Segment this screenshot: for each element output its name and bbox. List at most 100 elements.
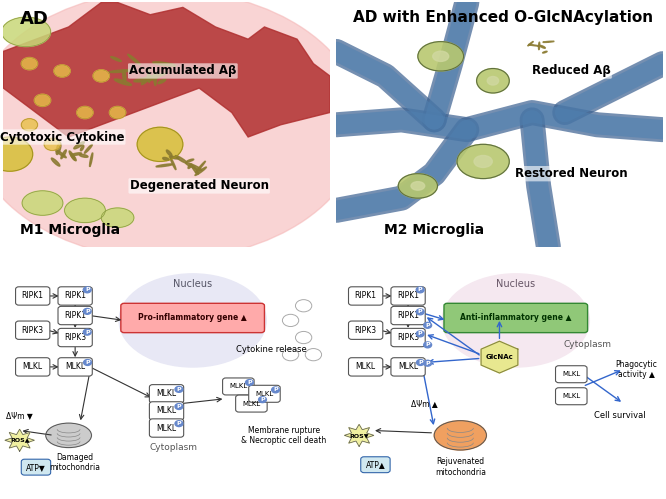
Ellipse shape	[195, 167, 206, 176]
Ellipse shape	[153, 62, 176, 66]
FancyBboxPatch shape	[149, 402, 184, 420]
Ellipse shape	[434, 421, 486, 450]
Ellipse shape	[418, 41, 464, 71]
FancyBboxPatch shape	[15, 358, 50, 376]
Text: Restored Neuron: Restored Neuron	[515, 167, 627, 180]
Text: Cytotoxic Cytokine: Cytotoxic Cytokine	[0, 131, 125, 144]
FancyBboxPatch shape	[391, 306, 425, 325]
Text: Cytokine release: Cytokine release	[236, 345, 306, 354]
Ellipse shape	[154, 72, 156, 85]
Polygon shape	[481, 341, 518, 373]
Ellipse shape	[433, 51, 449, 61]
Text: Rejuvenated
mitochondria: Rejuvenated mitochondria	[435, 458, 486, 477]
Text: P: P	[176, 421, 181, 426]
Polygon shape	[5, 429, 35, 451]
Ellipse shape	[158, 79, 166, 84]
Circle shape	[35, 94, 51, 106]
Text: Phagocytic
activity ▲: Phagocytic activity ▲	[615, 360, 657, 379]
Text: ATP▲: ATP▲	[366, 460, 386, 469]
Ellipse shape	[134, 77, 158, 82]
Text: M2 Microglia: M2 Microglia	[384, 223, 484, 237]
Circle shape	[258, 397, 266, 403]
Ellipse shape	[56, 143, 61, 155]
Circle shape	[84, 360, 91, 365]
FancyBboxPatch shape	[348, 321, 383, 339]
Text: P: P	[418, 309, 422, 314]
Ellipse shape	[488, 76, 499, 85]
Text: RIPK1: RIPK1	[397, 311, 419, 320]
Circle shape	[83, 287, 91, 293]
Text: Pro-inflammatory gene ▲: Pro-inflammatory gene ▲	[139, 313, 247, 322]
Text: MLKL: MLKL	[562, 393, 580, 399]
Ellipse shape	[543, 51, 547, 53]
Ellipse shape	[147, 73, 166, 78]
Ellipse shape	[2, 17, 51, 46]
Circle shape	[21, 119, 37, 131]
Ellipse shape	[186, 163, 202, 171]
Text: P: P	[426, 342, 430, 347]
Ellipse shape	[188, 164, 192, 169]
FancyBboxPatch shape	[149, 385, 184, 403]
Ellipse shape	[192, 165, 198, 174]
Circle shape	[93, 70, 109, 82]
Ellipse shape	[71, 153, 76, 161]
Text: P: P	[418, 331, 422, 336]
Circle shape	[424, 322, 432, 328]
Ellipse shape	[457, 144, 509, 179]
Ellipse shape	[170, 158, 176, 170]
Text: P: P	[260, 397, 265, 402]
FancyBboxPatch shape	[58, 287, 93, 305]
Ellipse shape	[398, 174, 438, 198]
Circle shape	[0, 137, 33, 171]
Text: P: P	[418, 360, 423, 365]
Text: ROS▼: ROS▼	[350, 433, 369, 438]
Text: P: P	[176, 387, 181, 392]
Ellipse shape	[527, 41, 533, 46]
FancyBboxPatch shape	[222, 378, 254, 395]
Circle shape	[137, 127, 183, 162]
Circle shape	[109, 106, 126, 119]
FancyBboxPatch shape	[236, 395, 267, 412]
Text: RIPK3: RIPK3	[397, 333, 419, 342]
FancyBboxPatch shape	[58, 358, 93, 376]
Text: MLKL: MLKL	[23, 362, 43, 371]
FancyBboxPatch shape	[15, 287, 50, 305]
Circle shape	[424, 342, 432, 348]
FancyBboxPatch shape	[15, 321, 50, 339]
Circle shape	[83, 329, 91, 335]
Circle shape	[416, 309, 424, 315]
Ellipse shape	[411, 182, 425, 190]
Text: ΔΨm ▲: ΔΨm ▲	[411, 399, 438, 408]
Ellipse shape	[195, 161, 206, 173]
Text: RIPK3: RIPK3	[354, 326, 377, 335]
Ellipse shape	[528, 44, 539, 46]
Text: Damaged
mitochondria: Damaged mitochondria	[50, 453, 101, 472]
FancyBboxPatch shape	[21, 459, 51, 475]
FancyBboxPatch shape	[58, 306, 93, 325]
Text: RIPK1: RIPK1	[22, 291, 44, 300]
Ellipse shape	[169, 156, 179, 159]
Circle shape	[21, 57, 37, 70]
Ellipse shape	[51, 158, 60, 166]
Ellipse shape	[141, 76, 151, 85]
Text: P: P	[273, 387, 278, 392]
Text: P: P	[85, 360, 90, 365]
Circle shape	[416, 331, 424, 337]
Text: Anti-inflammatory gene ▲: Anti-inflammatory gene ▲	[460, 313, 571, 322]
Ellipse shape	[61, 150, 67, 159]
Ellipse shape	[101, 208, 134, 228]
Text: AD: AD	[20, 10, 49, 28]
Text: P: P	[85, 330, 89, 335]
Text: P: P	[426, 361, 430, 366]
Text: P: P	[85, 309, 89, 314]
Text: MLKL: MLKL	[356, 362, 376, 371]
Circle shape	[416, 360, 424, 365]
Ellipse shape	[442, 274, 589, 367]
Text: RIPK3: RIPK3	[64, 333, 86, 342]
FancyBboxPatch shape	[149, 419, 184, 437]
FancyBboxPatch shape	[361, 457, 390, 473]
Text: P: P	[247, 380, 252, 385]
Text: MLKL: MLKL	[255, 391, 274, 397]
FancyBboxPatch shape	[248, 385, 280, 402]
Text: MLKL: MLKL	[398, 362, 418, 371]
